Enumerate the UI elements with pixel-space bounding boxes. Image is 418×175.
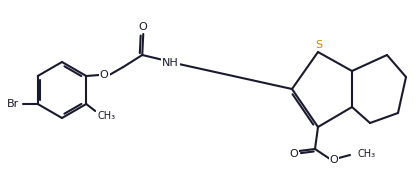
Text: O: O	[100, 70, 109, 80]
Text: CH₃: CH₃	[357, 149, 375, 159]
Text: NH: NH	[162, 58, 178, 68]
Text: Br: Br	[7, 99, 19, 109]
Text: S: S	[316, 40, 323, 50]
Text: O: O	[330, 155, 339, 165]
Text: O: O	[139, 22, 148, 32]
Text: O: O	[290, 149, 298, 159]
Text: CH₃: CH₃	[97, 111, 115, 121]
